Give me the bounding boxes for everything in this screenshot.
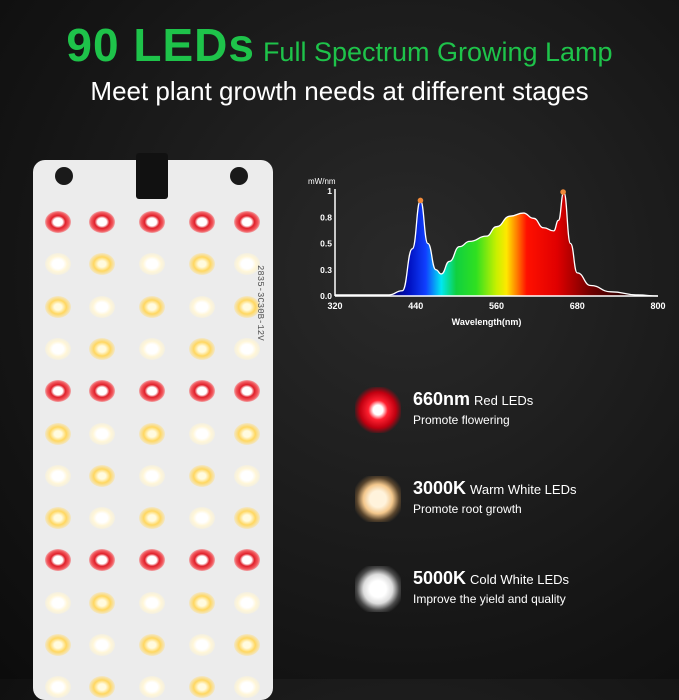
cold-led [45,676,71,699]
warm-led [139,634,165,656]
warm-led [189,676,215,699]
cold-led [189,634,215,656]
cold-led [139,337,165,360]
y-tick-label: 0.3 [320,265,332,275]
red-led [139,549,165,572]
feature-title: 3000K [413,478,467,498]
feature-desc: Promote root growth [413,502,522,516]
board-label: 2835-3C30B-12V [255,265,265,341]
red-led [139,211,165,233]
warm-led [89,464,115,487]
spectrum-area [335,192,658,296]
spectrum-chart: 320 440 560 680 800 0.0 0.3 0.5 0.8 1mW/nm Wavelen… [308,177,666,327]
red-led [189,380,215,403]
headline: 90 LEDs Full Spectrum Growing Lamp [0,18,679,72]
cold-led [45,464,71,487]
feature-desc: Improve the yield and quality [413,592,566,606]
red-led [89,549,115,572]
y-tick-label: 0.8 [320,212,332,222]
warm-led [139,422,165,445]
cold-led [45,591,71,614]
cold-led [234,253,260,276]
subtitle: Meet plant growth needs at different sta… [90,76,589,106]
feature-desc: Promote flowering [413,413,510,427]
red-led [89,211,115,233]
cold-led [45,337,71,360]
red-led [189,549,215,572]
cold-led [139,464,165,487]
warm-led [189,337,215,360]
feature-type: Cold White LEDs [470,572,570,587]
peak-marker [417,197,424,204]
cold-led [89,634,115,656]
warm-led [189,591,215,614]
red-led [234,549,260,572]
red-led [234,211,260,233]
warm-led [45,507,71,530]
red-led [89,380,115,403]
mount-hole [230,167,248,185]
warm-led [89,337,115,360]
feature-title: 5000K [413,568,467,588]
warm-led [189,464,215,487]
x-tick-label: 320 [327,301,342,311]
red-led [234,380,260,403]
warm-led [234,422,260,445]
feature-title: 660nm [413,389,471,409]
title-small: Full Spectrum Growing Lamp [262,37,613,67]
y-tick-label: 1 [327,186,332,196]
x-axis-label: Wavelength(nm) [452,317,522,327]
x-tick-label: 560 [489,301,504,311]
cold-led [234,337,260,360]
cold-led [234,676,260,699]
warm-led [89,253,115,276]
cold-led [139,676,165,699]
cold-led [139,253,165,276]
x-tick-label: 440 [408,301,423,311]
cold-led [189,295,215,318]
cold-led [89,507,115,530]
red-led-icon [355,387,401,433]
red-led [139,380,165,403]
cold-led [189,507,215,530]
warm-led-icon [355,476,401,522]
warm-led [234,295,260,318]
x-tick-label: 680 [570,301,585,311]
warm-led [89,591,115,614]
peak-marker [560,189,566,195]
red-led [45,380,71,403]
y-tick-label: 0.0 [320,291,332,301]
warm-led [189,253,215,276]
led-board [33,160,273,700]
y-tick-label: 0.5 [320,239,332,249]
cold-led [234,591,260,614]
warm-led [45,295,71,318]
cold-led [89,295,115,318]
red-led [45,211,71,233]
x-tick-label: 800 [650,301,665,311]
warm-led [234,507,260,530]
feature-type: Warm White LEDs [470,482,577,497]
warm-led [89,676,115,699]
cold-led [45,253,71,276]
title-big: 90 LEDs [66,19,255,71]
cold-led [89,422,115,445]
y-axis-label: mW/nm [308,177,336,186]
red-led [45,549,71,572]
cold-led [234,464,260,487]
feature-type: Red LEDs [474,393,534,408]
cold-led [139,591,165,614]
power-connector [136,153,168,199]
warm-led [45,634,71,656]
red-led [189,211,215,233]
warm-led [139,507,165,530]
cold-led [189,422,215,445]
warm-led [45,422,71,445]
cold-led-icon [355,566,401,612]
warm-led [139,295,165,318]
warm-led [234,634,260,656]
mount-hole [55,167,73,185]
